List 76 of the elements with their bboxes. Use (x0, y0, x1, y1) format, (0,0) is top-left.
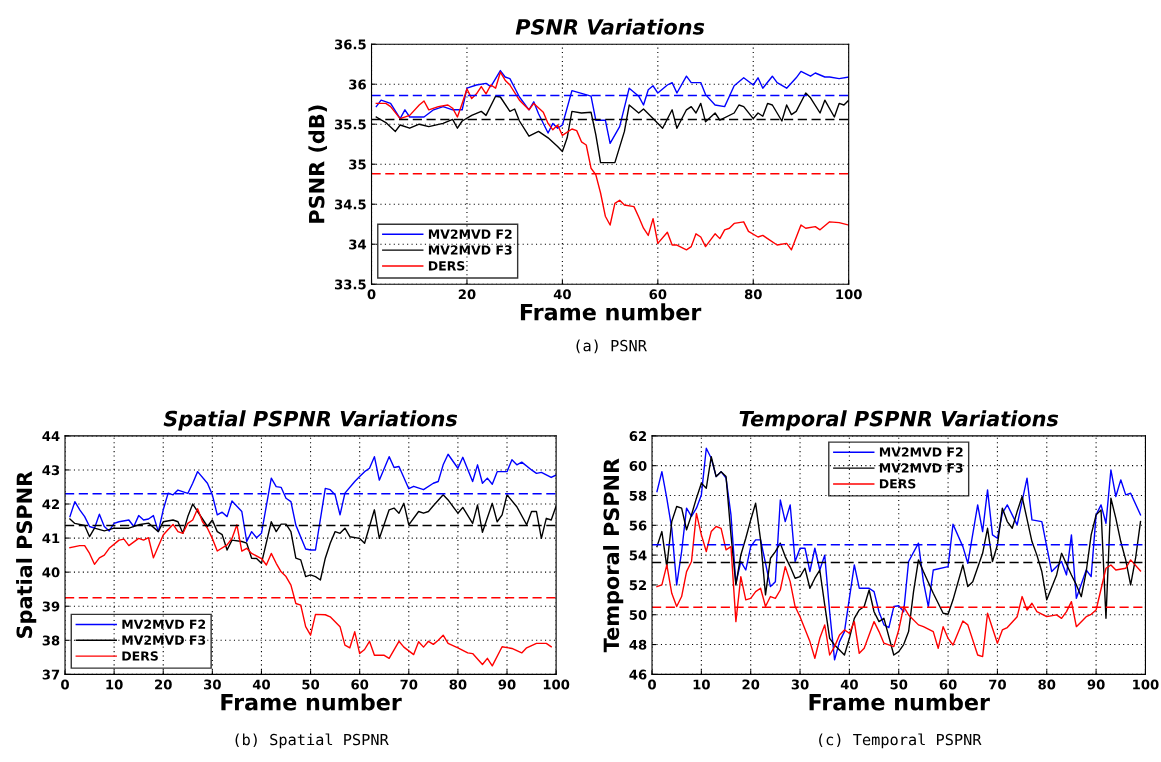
x-tick-label: 40 (553, 289, 571, 300)
x-tick-label: 80 (744, 289, 762, 300)
legend-label: DERS (879, 479, 916, 489)
chart-title: PSNR Variations (515, 18, 705, 35)
x-tick-label: 50 (302, 679, 320, 690)
y-tick-label: 52 (629, 580, 647, 591)
x-tick-label: 40 (252, 679, 271, 690)
legend-label: MV2MVD F2 (879, 447, 963, 457)
y-tick-label: 34.5 (334, 199, 366, 210)
x-axis-title: Frame number (221, 693, 402, 711)
y-tick-label: 50 (629, 609, 647, 620)
x-tick-label: 60 (649, 289, 667, 300)
y-tick-label: 40 (42, 567, 60, 578)
y-tick-label: 37 (42, 669, 60, 680)
x-tick-label: 70 (989, 679, 1006, 690)
y-tick-label: 35 (349, 159, 366, 170)
x-tick-label: 70 (400, 679, 418, 690)
legend-label: MV2MVD F2 (122, 619, 206, 629)
legend-label: DERS (428, 261, 465, 271)
y-tick-label: 58 (629, 490, 647, 501)
y-tick-label: 48 (629, 639, 647, 650)
y-tick-label: 33.5 (334, 279, 366, 290)
chart-title: Temporal PSPNR Variations (739, 410, 1059, 431)
y-tick-label: 39 (42, 601, 60, 612)
x-tick-label: 10 (693, 679, 710, 690)
legend-label: MV2MVD F3 (428, 245, 512, 255)
y-tick-label: 62 (629, 431, 647, 442)
x-axis-title: Frame number (520, 303, 702, 321)
legend-label: MV2MVD F3 (122, 635, 206, 645)
text: (c) Temporal PSPNR (819, 733, 982, 749)
y-tick-label: 38 (42, 635, 60, 646)
y-tick-label: 60 (629, 460, 647, 471)
x-tick-label: 40 (840, 679, 858, 690)
x-tick-label: 0 (61, 679, 69, 690)
x-tick-label: 20 (742, 679, 760, 690)
legend-label: DERS (122, 651, 158, 661)
y-tick-label: 44 (42, 431, 60, 441)
x-tick-label: 90 (498, 679, 516, 690)
line-series (69, 453, 557, 551)
y-tick-label: 42 (42, 499, 60, 510)
y-tick-label: 43 (42, 465, 60, 476)
x-tick-label: 100 (543, 679, 570, 690)
x-tick-label: 0 (367, 289, 376, 300)
y-axis-title: PSNR (dB) (308, 105, 327, 223)
line-series (69, 508, 552, 667)
x-tick-label: 80 (449, 679, 467, 690)
x-tick-label: 20 (458, 289, 476, 300)
text: (b) Spatial PSPNR (235, 733, 389, 749)
x-tick-label: 0 (648, 679, 656, 690)
x-tick-label: 100 (1133, 679, 1159, 690)
x-tick-label: 10 (106, 679, 123, 690)
y-tick-label: 36.5 (334, 39, 366, 50)
x-tick-label: 30 (204, 679, 221, 690)
x-tick-label: 60 (939, 679, 957, 690)
x-tick-label: 100 (836, 289, 862, 300)
y-tick-label: 54 (629, 550, 647, 561)
y-tick-label: 41 (42, 533, 60, 544)
x-tick-label: 80 (1038, 679, 1056, 690)
text: (a) PSNR (576, 339, 647, 354)
y-tick-label: 36 (349, 79, 366, 90)
x-tick-label: 90 (1087, 679, 1105, 690)
x-tick-label: 20 (155, 679, 172, 690)
x-tick-label: 30 (791, 679, 809, 690)
x-tick-label: 50 (890, 679, 908, 690)
y-tick-label: 46 (629, 669, 647, 680)
x-axis-title: Frame number (809, 693, 990, 711)
line-series (375, 69, 849, 145)
line-series (656, 512, 1142, 659)
y-axis-title: Spatial PSPNR (16, 471, 37, 638)
chart-title: Spatial PSPNR Variations (163, 410, 458, 431)
y-tick-label: 56 (629, 520, 647, 531)
legend-label: MV2MVD F2 (428, 229, 512, 239)
legend-label: MV2MVD F3 (879, 463, 963, 473)
y-tick-label: 35.5 (334, 119, 366, 130)
y-tick-label: 34 (349, 239, 367, 250)
y-axis-title: Temporal PSPNR (603, 458, 624, 653)
